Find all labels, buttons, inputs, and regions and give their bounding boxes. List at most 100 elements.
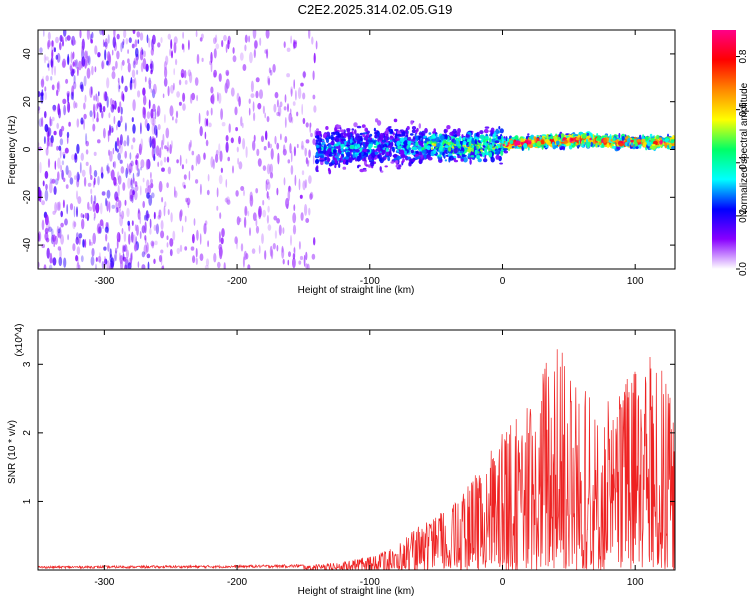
spectrogram-cell xyxy=(256,148,260,157)
spectrogram-cell xyxy=(362,132,368,135)
spectrogram-cell xyxy=(44,227,49,234)
spectrogram-cell xyxy=(139,32,144,41)
spectrogram-cell xyxy=(334,144,339,147)
spectrogram-cell xyxy=(112,161,115,168)
spectrogram-cell xyxy=(424,127,428,134)
spectrogram-cell xyxy=(90,39,94,44)
figure-title: C2E2.2025.314.02.05.G19 xyxy=(298,2,453,17)
spectrogram-cell xyxy=(462,140,467,146)
spectrogram-cell xyxy=(106,260,111,269)
spectrogram-cell xyxy=(480,149,483,152)
spectrogram-cell xyxy=(482,152,485,158)
spectrogram-cell xyxy=(102,39,105,47)
spectrogram-cell xyxy=(99,252,101,262)
spectrogram-cell xyxy=(199,126,203,137)
spectrogram-cell xyxy=(67,101,71,113)
spectrogram-cell xyxy=(117,184,120,197)
spectrogram-cell xyxy=(59,42,62,51)
spectrogram-cell xyxy=(107,130,110,137)
spectrogram-cell xyxy=(129,79,133,91)
spectrogram-cell xyxy=(274,91,279,99)
spectrogram-cell xyxy=(87,55,91,66)
spectrogram-cell xyxy=(292,257,296,269)
spectrogram-cell xyxy=(54,65,56,76)
spectrogram-cell xyxy=(78,264,81,269)
spectrogram-cell xyxy=(411,129,416,133)
spectrogram-cell xyxy=(244,34,248,43)
spectrogram-cell xyxy=(121,59,125,66)
spectrogram-cell xyxy=(167,166,172,175)
spectrogram-cell xyxy=(381,139,387,143)
spectrogram-cell xyxy=(363,160,367,166)
spectrogram-cell xyxy=(93,212,96,219)
spectrogram-cell xyxy=(76,190,78,200)
spectrogram-cell xyxy=(93,103,96,115)
spectrogram-cell xyxy=(305,159,310,164)
spectrogram-cell xyxy=(269,172,274,179)
spectrogram-y-ticks: -40 -20 0 20 40 xyxy=(22,48,675,252)
spectrogram-cell xyxy=(119,134,123,146)
spectrogram-cell xyxy=(120,166,125,174)
spectrogram-cell xyxy=(359,147,363,152)
spectrogram-cell xyxy=(182,181,186,188)
spectrogram-cell xyxy=(84,50,88,60)
spectrogram-cell xyxy=(163,205,166,217)
spectrogram-cell xyxy=(260,135,265,143)
spectrogram-cell xyxy=(555,140,560,146)
spectrogram-cell xyxy=(173,36,178,45)
spectrogram-cell xyxy=(57,157,61,169)
spectrogram-cell xyxy=(385,133,389,140)
spectrogram-cell xyxy=(196,94,198,102)
spectrogram-y-tick-label: -20 xyxy=(22,190,33,205)
snr-panel: -300 -200 -100 0 100 1 2 3 (x10^4) Height of s… xyxy=(7,323,676,597)
spectrogram-cell xyxy=(148,136,153,144)
spectrogram-cell xyxy=(89,164,92,177)
spectrogram-cell xyxy=(58,145,62,151)
spectrogram-cell xyxy=(253,49,256,59)
spectrogram-cell xyxy=(78,233,83,239)
spectrogram-cell xyxy=(394,128,399,132)
spectrogram-cell xyxy=(278,224,282,236)
spectrogram-cell xyxy=(243,189,245,197)
spectrogram-cell xyxy=(288,185,291,192)
spectrogram-cell xyxy=(431,147,434,150)
spectrogram-cell xyxy=(302,180,306,191)
spectrogram-cell xyxy=(89,110,93,118)
spectrogram-cell xyxy=(116,231,121,243)
spectrogram-cell xyxy=(560,147,564,150)
spectrogram-cell xyxy=(199,233,202,245)
spectrogram-cell xyxy=(59,34,63,43)
spectrogram-cell xyxy=(130,177,133,186)
spectrogram-cell xyxy=(349,149,353,153)
spectrogram-cell xyxy=(210,156,214,168)
spectrogram-cell xyxy=(122,182,126,191)
spectrogram-cell xyxy=(259,89,263,99)
spectrogram-cell xyxy=(411,126,417,130)
spectrogram-cell xyxy=(379,152,382,155)
spectrogram-cell xyxy=(208,122,212,128)
spectrogram-cell xyxy=(395,160,399,164)
spectrogram-cell xyxy=(541,144,544,150)
spectrogram-cell xyxy=(96,223,101,235)
spectrogram-cell xyxy=(47,59,51,72)
spectrogram-cell xyxy=(460,158,464,162)
spectrogram-cell xyxy=(188,143,191,152)
spectrogram-cell xyxy=(44,170,49,179)
spectrogram-cell xyxy=(651,143,656,147)
spectrogram-cell xyxy=(149,218,152,229)
spectrogram-cell xyxy=(242,256,245,268)
spectrogram-cell xyxy=(128,162,133,174)
spectrogram-cell xyxy=(389,135,393,138)
spectrogram-cell xyxy=(141,264,146,269)
spectrogram-cell xyxy=(292,212,297,224)
spectrogram-cell xyxy=(328,136,331,140)
spectrogram-cell xyxy=(335,137,340,143)
spectrogram-cell xyxy=(217,261,221,269)
spectrogram-cell xyxy=(283,106,287,111)
spectrogram-cell xyxy=(78,236,81,246)
spectrogram-cell xyxy=(56,89,59,97)
spectrogram-cell xyxy=(150,48,154,56)
spectrogram-cell xyxy=(266,48,269,59)
spectrogram-cell xyxy=(388,140,391,146)
spectrogram-cell xyxy=(55,54,58,60)
